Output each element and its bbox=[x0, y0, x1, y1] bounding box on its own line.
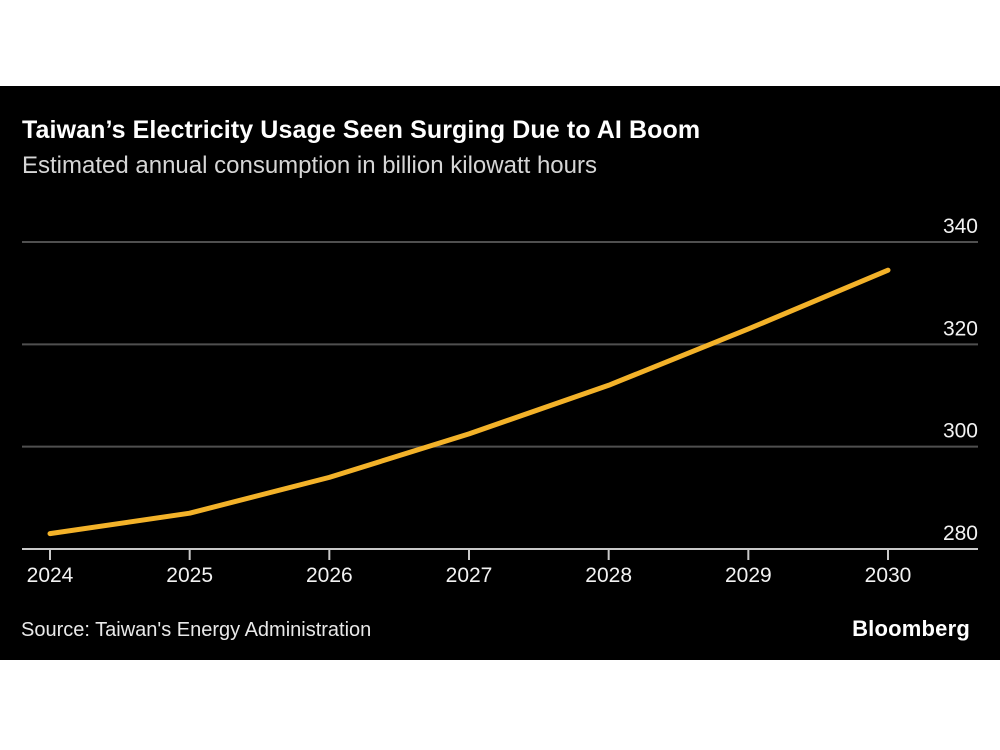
x-tick-label: 2024 bbox=[27, 564, 74, 587]
x-tick-label: 2030 bbox=[865, 564, 912, 587]
y-tick-label: 340 bbox=[943, 215, 978, 238]
bloomberg-logo: Bloomberg bbox=[852, 616, 970, 641]
data-line-consumption bbox=[47, 267, 891, 537]
x-tick-label: 2028 bbox=[585, 564, 632, 587]
source-note: Source: Taiwan's Energy Administration bbox=[21, 619, 372, 641]
chart-card: Taiwan’s Electricity Usage Seen Surging … bbox=[0, 86, 1000, 660]
y-tick-label: 300 bbox=[943, 420, 978, 443]
page-subtitle: Estimated annual consumption in billion … bbox=[22, 152, 597, 179]
y-tick-label: 280 bbox=[943, 522, 978, 545]
x-tick-label: 2027 bbox=[446, 564, 493, 587]
line-chart: 280 300 320 340 2024 2025 2026 2027 2028 2029 2030 bbox=[22, 215, 978, 587]
y-tick-label: 320 bbox=[943, 317, 978, 340]
x-tick-label: 2026 bbox=[306, 564, 353, 587]
x-tick-label: 2029 bbox=[725, 564, 772, 587]
x-tick-label: 2025 bbox=[166, 564, 213, 587]
page-title: Taiwan’s Electricity Usage Seen Surging … bbox=[22, 116, 701, 144]
